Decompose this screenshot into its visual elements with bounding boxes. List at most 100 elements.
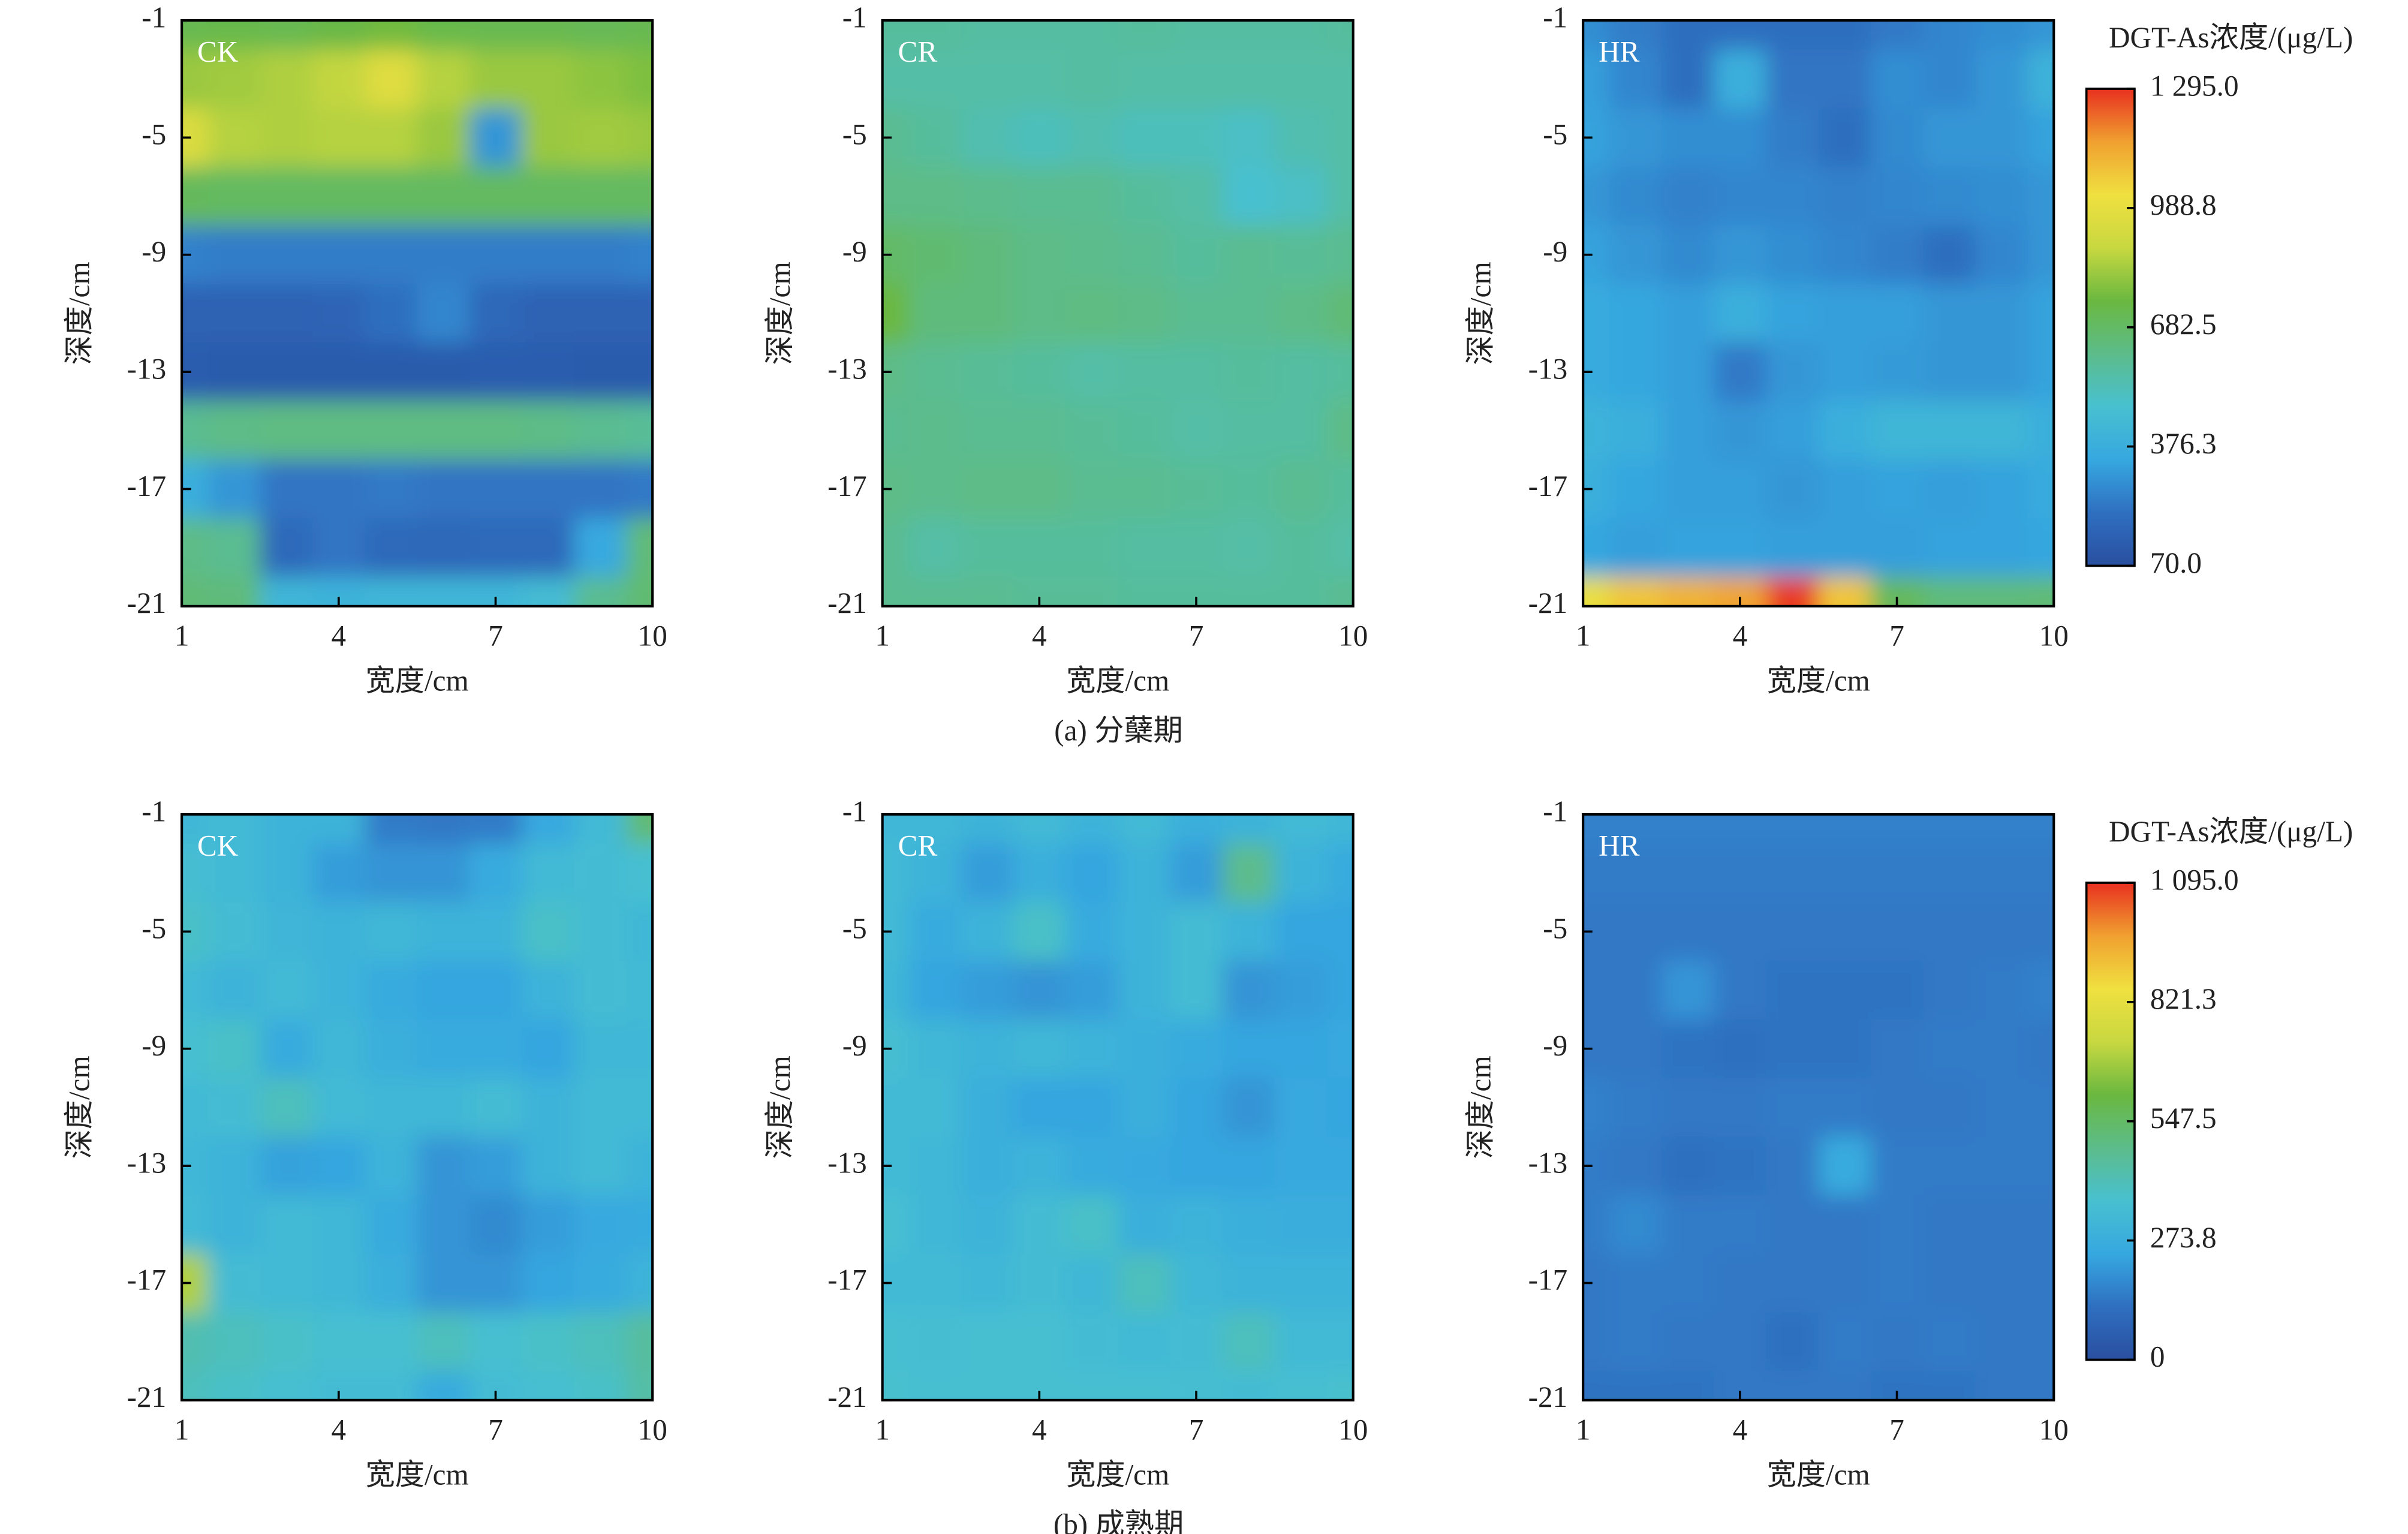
heat-cell (312, 1078, 366, 1138)
heat-cell (182, 1312, 209, 1372)
heat-cell (365, 284, 418, 344)
heat-cell (1118, 1370, 1171, 1400)
heat-cell (1714, 814, 1767, 845)
heat-cell (365, 814, 418, 845)
heat-cell (1870, 225, 1924, 285)
heat-cell (1583, 167, 1611, 227)
heat-cell (1013, 49, 1067, 109)
heat-cell (1274, 108, 1328, 168)
caption: (b) 成熟期 (1054, 1508, 1184, 1534)
heat-cell (961, 1370, 1015, 1400)
x-tick-label: 10 (2039, 1413, 2069, 1446)
heat-cell (574, 1253, 627, 1313)
heat-cell (1870, 1136, 1924, 1196)
heat-cell (1923, 961, 1976, 1021)
heat-cell (365, 1019, 418, 1079)
heat-cell (1975, 459, 2028, 519)
heat-cell (1975, 1370, 2028, 1400)
heat-cell (1609, 342, 1663, 402)
heat-cell (417, 1136, 471, 1196)
heat-cell (182, 576, 209, 606)
y-tick-label: -5 (842, 118, 867, 151)
colorbar-tick-label: 1 095.0 (2150, 863, 2239, 896)
heat-cell (1327, 225, 1353, 285)
heat-cell (1818, 459, 1872, 519)
heat-cell (365, 20, 418, 51)
heat-cell (469, 342, 523, 402)
heat-cell (1609, 49, 1663, 109)
heat-cell (1975, 1312, 2028, 1372)
heat-cell (1818, 49, 1872, 109)
heat-cell (1327, 49, 1353, 109)
y-tick-label: -5 (842, 912, 867, 945)
heat-cell (1013, 20, 1067, 51)
heat-cell (1923, 108, 1976, 168)
heat-cell (2027, 902, 2054, 962)
heat-cell (1975, 167, 2028, 227)
heat-cell (1714, 401, 1767, 461)
heat-cell (1118, 902, 1171, 962)
heat-cell (182, 814, 209, 845)
heat-cell (1870, 1195, 1924, 1255)
heat-cell (417, 814, 471, 845)
plot-frame (881, 19, 1354, 607)
heat-cell (1661, 1195, 1715, 1255)
heat-cell (207, 1370, 261, 1400)
heat-cell (260, 342, 314, 402)
heat-cell (908, 576, 962, 606)
heat-cell (260, 1370, 314, 1400)
heat-cell (1065, 576, 1119, 606)
heat-cell (312, 961, 366, 1021)
heat-cell (908, 961, 962, 1021)
plot-area (182, 20, 653, 606)
heat-cell (1870, 459, 1924, 519)
heat-cell (1274, 342, 1328, 402)
y-axis-label: 深度/cm (1464, 1055, 1497, 1159)
heat-cell (626, 20, 653, 51)
heat-cell (522, 284, 575, 344)
heat-cell (207, 576, 261, 606)
heat-cell (1222, 167, 1276, 227)
heat-cell (1714, 1019, 1767, 1079)
heat-cell (1661, 814, 1715, 845)
heat-cell (1222, 576, 1276, 606)
heat-cell (312, 902, 366, 962)
heat-cell (2027, 108, 2054, 168)
heat-cell (626, 284, 653, 344)
y-tick-label: -5 (1543, 912, 1567, 945)
heat-cell (1766, 167, 1820, 227)
heat-cell (417, 20, 471, 51)
heatmap (882, 20, 1353, 606)
heat-cell (182, 284, 209, 344)
x-tick-label: 1 (875, 619, 890, 652)
heat-cell (260, 1078, 314, 1138)
heat-cell (1818, 342, 1872, 402)
heat-cell (1170, 518, 1223, 578)
heat-cell (207, 1195, 261, 1255)
heat-cell (1327, 518, 1353, 578)
heat-cell (1609, 1312, 1663, 1372)
heat-cell (1327, 1312, 1353, 1372)
heat-cell (1766, 518, 1820, 578)
heat-cell (1274, 20, 1328, 51)
colorbar-tick-label: 70.0 (2150, 546, 2202, 579)
heat-cell (1923, 814, 1976, 845)
heat-cell (1327, 342, 1353, 402)
heat-cell (1923, 1078, 1976, 1138)
heat-cell (522, 1136, 575, 1196)
heat-cell (1923, 225, 1976, 285)
x-tick-label: 1 (1576, 1413, 1591, 1446)
heat-cell (626, 961, 653, 1021)
heat-cell (1118, 401, 1171, 461)
x-tick-label: 7 (488, 1413, 503, 1446)
heat-cell (1923, 576, 1976, 606)
heat-cell (365, 1253, 418, 1313)
heat-cell (961, 167, 1015, 227)
heat-cell (1118, 459, 1171, 519)
heat-cell (260, 459, 314, 519)
heat-cell (1661, 108, 1715, 168)
heat-cell (1118, 576, 1171, 606)
heat-cell (1609, 20, 1663, 51)
panel-label: HR (1599, 829, 1640, 862)
heat-cell (1609, 167, 1663, 227)
